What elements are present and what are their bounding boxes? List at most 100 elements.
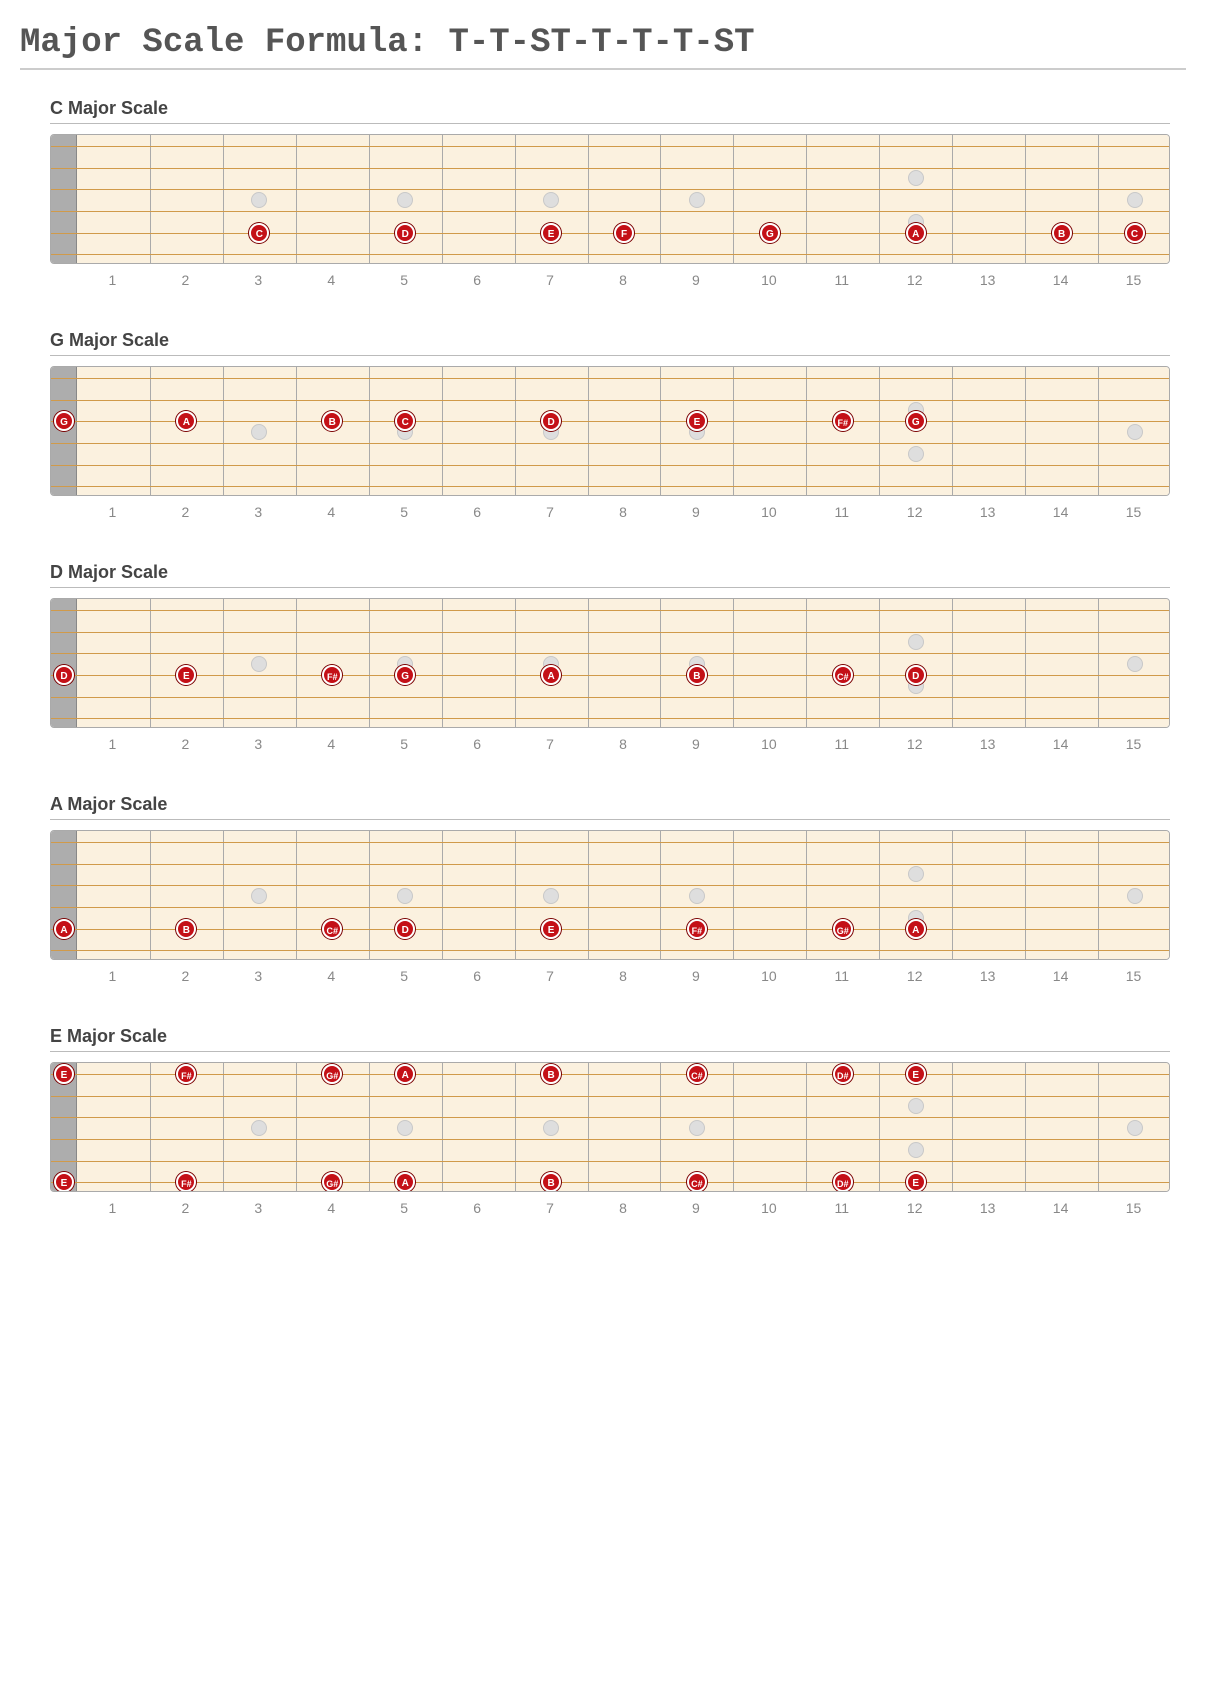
fret-line <box>879 135 880 263</box>
string-line <box>51 950 1169 951</box>
fret-number: 3 <box>254 1200 262 1216</box>
fret-line <box>806 367 807 495</box>
note-dot: B <box>541 1064 561 1084</box>
fretboard: EF#G#ABC#D#EEF#G#ABC#D#E <box>50 1062 1170 1192</box>
note-dot: A <box>395 1172 415 1192</box>
scale-title: C Major Scale <box>50 98 1170 119</box>
string-line <box>51 1096 1169 1097</box>
note-dot: D <box>395 223 415 243</box>
note-dot: G <box>906 411 926 431</box>
fret-number: 3 <box>254 736 262 752</box>
fret-number: 6 <box>473 504 481 520</box>
fret-area <box>77 367 1169 495</box>
fret-line <box>296 367 297 495</box>
string-line <box>51 465 1169 466</box>
note-dot: F# <box>322 665 342 685</box>
fret-line <box>660 1063 661 1191</box>
fret-number: 6 <box>473 272 481 288</box>
fret-number: 8 <box>619 504 627 520</box>
note-dot: B <box>541 1172 561 1192</box>
fret-number: 13 <box>980 736 996 752</box>
note-dot: E <box>54 1064 74 1084</box>
fret-number: 14 <box>1053 272 1069 288</box>
fret-line <box>952 1063 953 1191</box>
fret-line <box>1098 367 1099 495</box>
note-dot: A <box>541 665 561 685</box>
fret-inlay <box>689 1120 705 1136</box>
fret-line <box>369 135 370 263</box>
note-dot: F# <box>687 919 707 939</box>
fret-line <box>588 831 589 959</box>
fret-inlay <box>543 1120 559 1136</box>
fret-line <box>369 367 370 495</box>
string-line <box>51 907 1169 908</box>
fret-line <box>223 367 224 495</box>
fret-line <box>223 831 224 959</box>
fret-inlay <box>908 866 924 882</box>
scale-title-rule <box>50 123 1170 124</box>
note-dot: C <box>395 411 415 431</box>
fret-number: 6 <box>473 736 481 752</box>
fret-number: 4 <box>327 504 335 520</box>
note-dot: G# <box>322 1172 342 1192</box>
note-dot: C# <box>833 665 853 685</box>
note-dot: E <box>176 665 196 685</box>
fretboard-wrap: ABC#DEF#G#A123456789101112131415 <box>50 830 1170 992</box>
fret-number: 7 <box>546 968 554 984</box>
fret-number: 8 <box>619 736 627 752</box>
fret-number: 11 <box>835 736 850 752</box>
fret-number: 1 <box>109 736 117 752</box>
fret-line <box>879 831 880 959</box>
fret-number: 13 <box>980 504 996 520</box>
fretboard-wrap: DEF#GABC#D123456789101112131415 <box>50 598 1170 760</box>
fret-line <box>150 367 151 495</box>
note-dot: G <box>395 665 415 685</box>
fret-number: 13 <box>980 272 996 288</box>
note-dot: E <box>906 1064 926 1084</box>
note-dot: D <box>395 919 415 939</box>
fret-line <box>806 135 807 263</box>
fretboard: GABCDEF#G <box>50 366 1170 496</box>
scale-block: A Major ScaleABC#DEF#G#A1234567891011121… <box>50 794 1170 992</box>
fret-inlay <box>908 170 924 186</box>
fret-inlay <box>1127 656 1143 672</box>
string-line <box>51 1161 1169 1162</box>
fret-number: 14 <box>1053 968 1069 984</box>
fret-inlay <box>251 424 267 440</box>
note-dot: F# <box>176 1172 196 1192</box>
fret-inlay <box>908 446 924 462</box>
fret-number: 7 <box>546 504 554 520</box>
fret-number: 3 <box>254 504 262 520</box>
note-dot: E <box>541 919 561 939</box>
fret-inlay <box>397 1120 413 1136</box>
fret-number: 10 <box>761 1200 777 1216</box>
fret-number: 7 <box>546 1200 554 1216</box>
scale-block: G Major ScaleGABCDEF#G123456789101112131… <box>50 330 1170 528</box>
fret-number: 5 <box>400 504 408 520</box>
fret-line <box>1025 831 1026 959</box>
fret-number: 9 <box>692 504 700 520</box>
fret-number: 11 <box>835 1200 850 1216</box>
note-dot: D <box>541 411 561 431</box>
note-dot: F <box>614 223 634 243</box>
scales-container: C Major ScaleCDEFGABC1234567891011121314… <box>20 98 1186 1224</box>
note-dot: E <box>906 1172 926 1192</box>
fret-line <box>1098 831 1099 959</box>
note-dot: D# <box>833 1172 853 1192</box>
fret-line <box>733 599 734 727</box>
fret-line <box>150 135 151 263</box>
string-line <box>51 421 1169 422</box>
fret-line <box>733 135 734 263</box>
fret-number: 13 <box>980 1200 996 1216</box>
fret-line <box>515 1063 516 1191</box>
string-line <box>51 718 1169 719</box>
fretboard: DEF#GABC#D <box>50 598 1170 728</box>
string-line <box>51 697 1169 698</box>
fret-line <box>588 599 589 727</box>
note-dot: F# <box>833 411 853 431</box>
fret-line <box>150 599 151 727</box>
note-dot: G# <box>322 1064 342 1084</box>
nut <box>51 831 77 959</box>
note-dot: C# <box>687 1172 707 1192</box>
fret-area <box>77 135 1169 263</box>
